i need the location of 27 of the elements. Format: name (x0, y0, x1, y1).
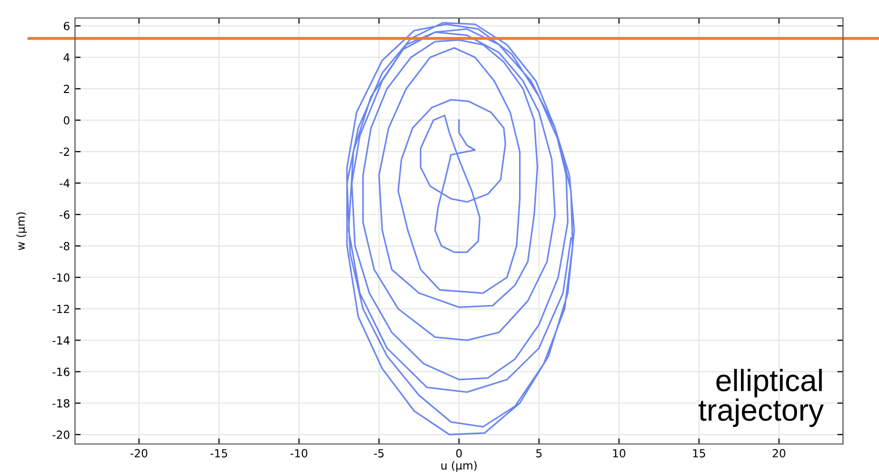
x-axis-title: u (µm) (441, 461, 477, 472)
x-tick-label: 20 (772, 449, 786, 458)
y-tick-label: -10 (52, 273, 70, 282)
y-tick-label: 0 (64, 116, 70, 125)
y-tick-label: 6 (64, 22, 70, 30)
x-tick-label: 0 (456, 449, 462, 458)
y-tick-label: -20 (52, 430, 70, 439)
y-tick-label: -2 (60, 148, 70, 156)
x-tick-label: 5 (536, 449, 542, 458)
y-tick-label: 2 (64, 84, 70, 93)
y-tick-label: -8 (60, 242, 70, 250)
y-tick-label: -14 (52, 336, 70, 344)
x-tick-label: -20 (130, 449, 148, 458)
y-tick-label: -4 (60, 179, 70, 188)
x-tick-label: 15 (693, 449, 706, 458)
line-series (346, 22, 575, 436)
y-tick-label: -18 (52, 399, 70, 408)
y-tick-label: -6 (60, 210, 70, 219)
annotation: elliptical trajectory (698, 368, 824, 427)
x-tick-label: -5 (374, 449, 384, 458)
x-tick-label: -15 (210, 449, 228, 458)
x-tick-label: -10 (290, 449, 308, 458)
y-axis-title: w (µm) (16, 212, 27, 250)
y-tick-label: 4 (64, 53, 70, 62)
x-tick-label: 10 (613, 449, 626, 458)
y-tick-label: -12 (52, 304, 70, 314)
y-tick-label: -16 (52, 368, 70, 376)
